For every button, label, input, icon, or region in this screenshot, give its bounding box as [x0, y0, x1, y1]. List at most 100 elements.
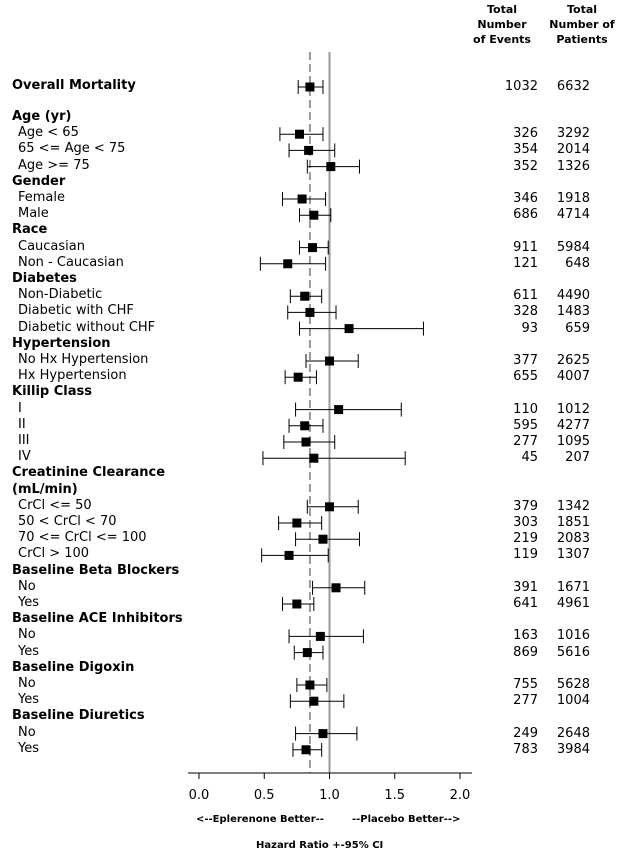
- subgroup-label: Yes: [18, 692, 39, 708]
- events-value: 377: [513, 353, 538, 368]
- hazard-ratio-marker: [305, 307, 315, 317]
- events-value: 346: [513, 191, 538, 206]
- hazard-ratio-marker: [300, 291, 310, 301]
- hazard-ratio-marker: [309, 453, 319, 463]
- events-value: 328: [513, 304, 538, 320]
- events-value: 110: [513, 401, 538, 417]
- group-label: Baseline ACE Inhibitors: [12, 611, 183, 627]
- events-value: 379: [513, 498, 538, 514]
- hazard-ratio-marker: [344, 324, 354, 334]
- hazard-ratio-marker: [292, 599, 302, 609]
- events-value: 391: [513, 579, 538, 595]
- events-value: 595: [513, 417, 538, 433]
- patients-value: 2014: [556, 142, 590, 158]
- patients-value: 1012: [556, 401, 590, 417]
- events-value: 93: [521, 320, 538, 336]
- patients-value: 2648: [556, 725, 590, 741]
- patients-value: 207: [565, 450, 590, 466]
- hazard-ratio-marker: [308, 243, 318, 253]
- patients-value: 4277: [556, 417, 590, 433]
- x-tick-label: 2.0: [450, 788, 471, 803]
- subgroup-label: Non - Caucasian: [18, 254, 124, 270]
- x-tick-label: 0.5: [254, 788, 275, 803]
- events-value: 655: [513, 369, 538, 385]
- subgroup-label: Yes: [18, 643, 39, 659]
- hazard-ratio-marker: [325, 356, 334, 366]
- patients-value: 1095: [556, 434, 590, 449]
- hazard-ratio-marker: [301, 437, 311, 447]
- subgroup-label: CrCl > 100: [18, 546, 90, 562]
- hazard-ratio-marker: [294, 129, 304, 139]
- patients-value: 648: [565, 255, 590, 271]
- group-label: Hypertension: [12, 335, 111, 351]
- hazard-ratio-marker: [325, 502, 334, 512]
- events-value: 326: [513, 126, 538, 142]
- events-value: 641: [513, 596, 538, 611]
- patients-value: 1342: [556, 498, 590, 514]
- subgroup-label: Caucasian: [18, 238, 85, 254]
- patients-value: 2083: [556, 531, 590, 547]
- subgroup-label: Female: [18, 190, 66, 205]
- hazard-ratio-marker: [309, 210, 319, 220]
- subgroup-label: CrCl <= 50: [18, 497, 92, 513]
- patients-value: 1918: [556, 191, 590, 206]
- patients-value: 1307: [556, 547, 590, 563]
- hazard-ratio-marker: [331, 583, 341, 593]
- subgroup-label: Hx Hypertension: [18, 368, 127, 384]
- events-value: 1032: [504, 79, 538, 94]
- group-label: Baseline Beta Blockers: [12, 562, 180, 578]
- events-value: 611: [513, 288, 538, 304]
- patients-value: 1004: [556, 693, 590, 709]
- hazard-ratio-marker: [292, 518, 302, 528]
- subgroup-label: No: [18, 676, 36, 691]
- events-value: 45: [521, 450, 538, 466]
- events-value: 121: [513, 255, 538, 271]
- patients-value: 1851: [556, 515, 590, 530]
- subgroup-label: No Hx Hypertension: [18, 352, 149, 367]
- subgroup-label: Diabetic with CHF: [18, 303, 134, 319]
- subgroup-label: No: [18, 627, 36, 643]
- hazard-ratio-marker: [304, 145, 314, 155]
- hazard-ratio-marker: [293, 372, 303, 382]
- patients-column-header: Total Number of Patients: [549, 3, 615, 46]
- events-value: 277: [513, 693, 538, 709]
- hazard-ratio-marker: [284, 550, 294, 560]
- events-value: 352: [513, 158, 538, 174]
- hazard-ratio-marker: [305, 82, 315, 92]
- subgroup-label: 50 < CrCl < 70: [18, 514, 117, 529]
- patients-value: 3984: [556, 741, 590, 757]
- group-label: Overall Mortality: [12, 78, 136, 93]
- subgroup-label: 65 <= Age < 75: [18, 141, 126, 157]
- hazard-ratio-marker: [334, 405, 344, 415]
- hazard-ratio-marker: [318, 534, 328, 544]
- hazard-ratio-marker: [309, 696, 319, 706]
- hazard-ratio-marker: [318, 729, 328, 739]
- patients-value: 4490: [556, 288, 590, 304]
- patients-value: 1483: [556, 304, 590, 320]
- events-value: 783: [513, 741, 538, 757]
- subgroup-label: Age >= 75: [18, 157, 90, 173]
- hazard-ratio-marker: [283, 259, 293, 269]
- eplerenone-better-note: <--Eplerenone Better--: [196, 814, 324, 825]
- events-value: 277: [513, 434, 538, 449]
- patients-value: 5628: [556, 677, 590, 692]
- subgroup-label: No: [18, 724, 36, 740]
- hazard-ratio-marker: [300, 421, 310, 431]
- patients-value: 4714: [556, 207, 590, 223]
- patients-value: 5984: [556, 239, 590, 255]
- events-value: 869: [513, 644, 538, 660]
- x-tick-label: 1.5: [384, 788, 405, 803]
- subgroup-label: II: [18, 416, 26, 432]
- patients-value: 2625: [556, 353, 590, 368]
- group-label: Age (yr): [12, 109, 72, 124]
- x-axis-label: Hazard Ratio +-95% CI: [256, 840, 384, 851]
- subgroup-label: 70 <= CrCl <= 100: [18, 530, 147, 546]
- patients-value: 1326: [556, 158, 590, 174]
- group-label: Killip Class: [12, 384, 92, 400]
- events-value: 303: [513, 515, 538, 530]
- group-label: (mL/min): [12, 481, 78, 497]
- group-label: Baseline Digoxin: [12, 659, 135, 675]
- patients-value: 1671: [556, 579, 590, 595]
- patients-value: 3292: [556, 126, 590, 142]
